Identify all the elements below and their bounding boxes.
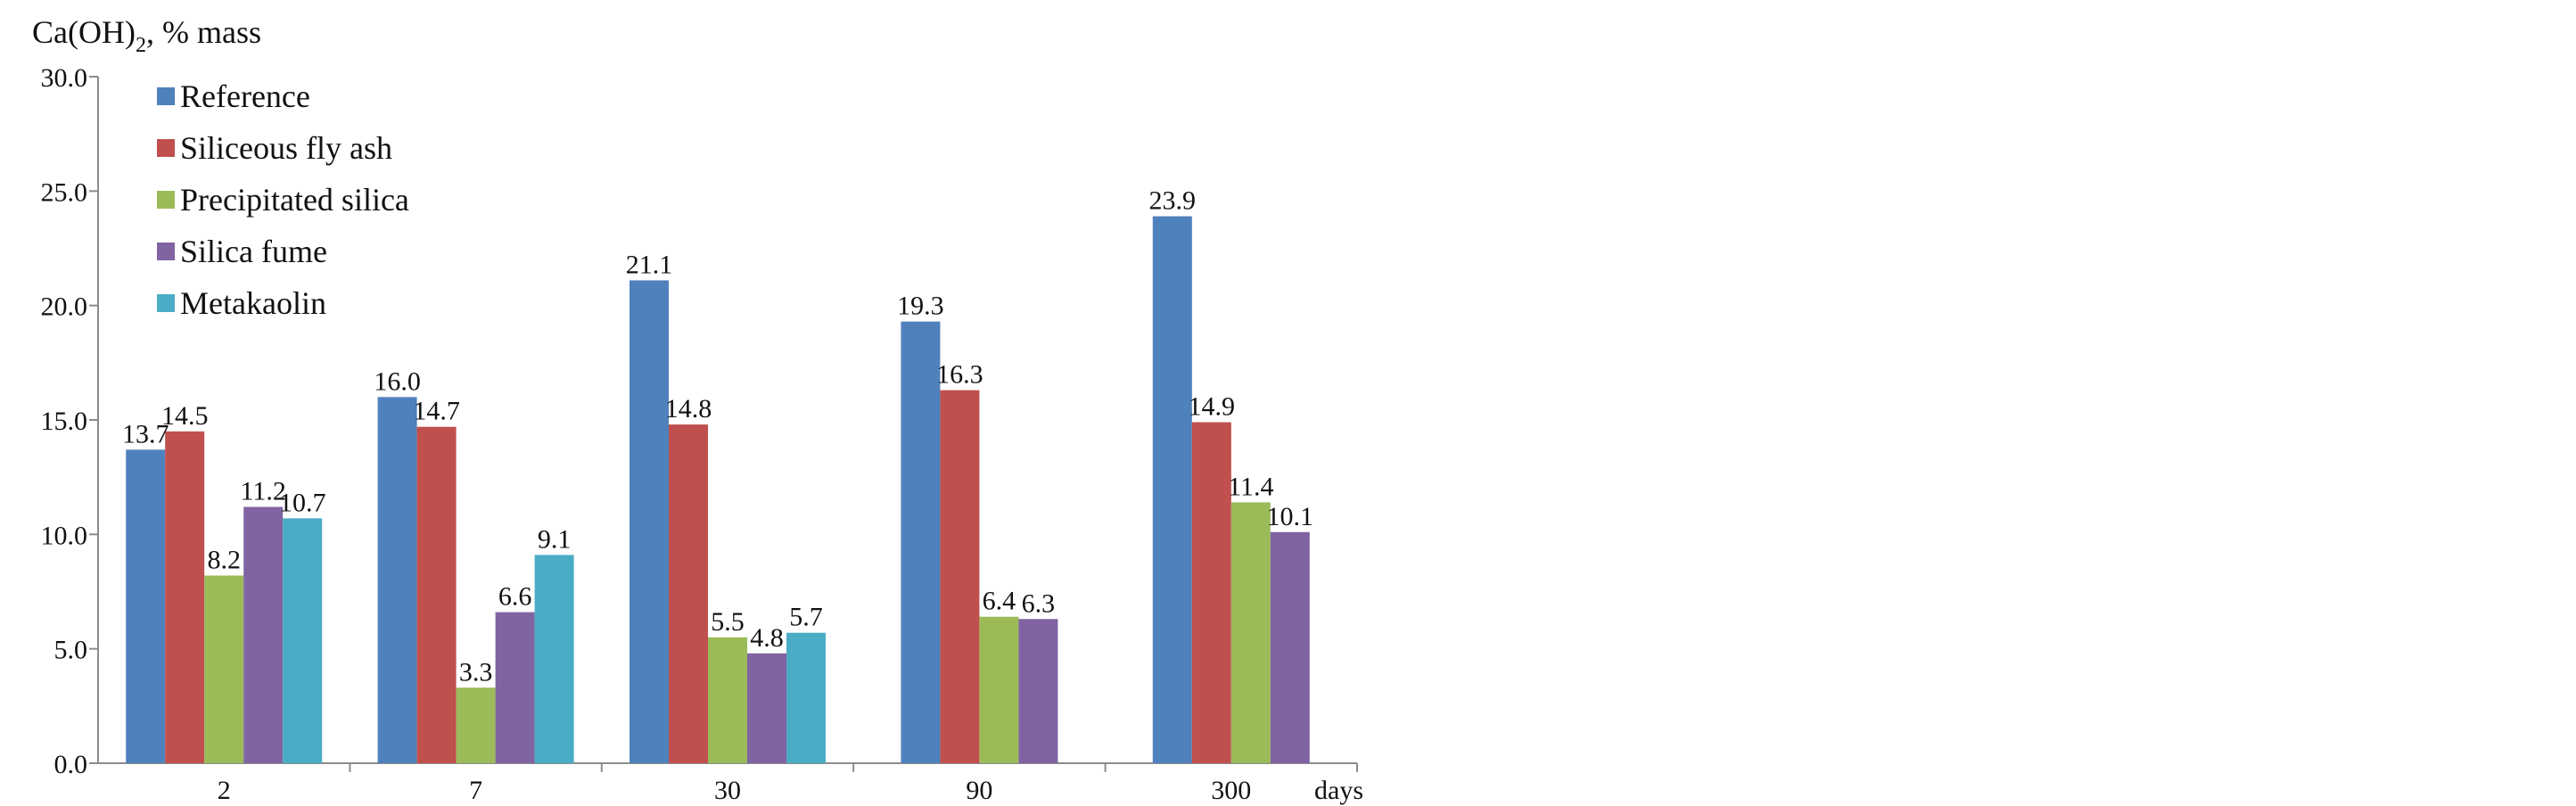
bar-value-label: 13.7 [122, 419, 169, 448]
y-axis-title-rest: , % mass [146, 14, 261, 50]
bar [416, 426, 457, 763]
legend-swatch [157, 191, 175, 209]
bar-value-label: 4.8 [750, 623, 784, 653]
bar [204, 575, 244, 763]
y-tick-label: 15.0 [41, 407, 88, 436]
bar [283, 518, 323, 763]
bar-value-label: 11.4 [1228, 472, 1273, 501]
legend-swatch [157, 87, 175, 105]
x-category-label: 30 [714, 776, 741, 805]
x-category-label: 300 [1211, 776, 1251, 805]
bar [243, 506, 284, 763]
y-tick-label: 25.0 [41, 177, 88, 207]
legend-swatch [157, 243, 175, 260]
legend-label: Reference [180, 78, 310, 114]
bar [901, 321, 941, 763]
bar-value-label: 14.8 [665, 394, 712, 424]
bar-value-label: 6.4 [983, 587, 1016, 616]
bar [534, 555, 574, 763]
bar [1270, 531, 1310, 763]
legend-swatch [157, 294, 175, 312]
bar [456, 687, 496, 763]
x-axis-unit-label: days [1314, 776, 1363, 805]
legend-label: Metakaolin [180, 285, 326, 321]
bar [708, 637, 747, 763]
legend-swatch [157, 139, 175, 157]
y-tick-label: 30.0 [41, 63, 88, 93]
bar-value-label: 16.0 [374, 366, 421, 396]
bar [786, 632, 826, 763]
bar-value-label: 14.7 [413, 397, 460, 426]
svg-text:Ca(OH)2, % mass: Ca(OH)2, % mass [32, 14, 261, 57]
bar [979, 616, 1019, 763]
bar [1230, 502, 1271, 763]
bars [126, 216, 1310, 764]
bar-value-label: 11.2 [241, 477, 286, 506]
bar-value-label: 3.3 [459, 657, 493, 687]
x-category-label: 2 [218, 776, 231, 805]
y-tick-label: 20.0 [41, 292, 88, 322]
bar [1152, 216, 1192, 764]
bar-value-label: 21.1 [626, 250, 673, 279]
bar [1191, 422, 1231, 763]
legend: Reference Siliceous fly ash Precipitated s… [157, 78, 409, 321]
data-labels: 13.714.5 8.2 11.210.7 16.014.7 3.3 6.69.1 21.1… [122, 186, 1313, 687]
bar-value-label: 23.9 [1149, 186, 1197, 216]
y-tick-label: 10.0 [41, 521, 88, 550]
x-category-label: 90 [966, 776, 992, 805]
bar-value-label: 16.3 [936, 360, 983, 390]
bar-value-label: 9.1 [538, 524, 572, 554]
legend-label: Silica fume [180, 234, 327, 269]
bar-value-label: 10.7 [279, 488, 326, 517]
y-axis-title-subscript: 2 [136, 34, 146, 57]
bar [747, 653, 786, 763]
bar [165, 431, 205, 763]
y-tick-label: 5.0 [54, 636, 88, 665]
bar [669, 424, 708, 763]
x-axis: 2 7 30 90 300 [98, 762, 1358, 805]
bar [630, 280, 669, 763]
y-axis-title-main: Ca(OH) [32, 14, 136, 50]
legend-label: Siliceous fly ash [180, 130, 392, 166]
y-axis-title: Ca(OH)2, % mass [32, 14, 261, 57]
bar [495, 612, 535, 763]
y-tick-label: 0.0 [54, 750, 88, 779]
bar-value-label: 6.3 [1022, 588, 1056, 618]
bar-value-label: 14.5 [161, 401, 209, 431]
bar [126, 449, 166, 763]
bar-value-label: 5.5 [711, 607, 745, 637]
bar-value-label: 8.2 [207, 546, 241, 575]
bar [1018, 619, 1058, 763]
bar-value-label: 6.6 [498, 582, 532, 612]
bar-value-label: 14.9 [1189, 392, 1236, 422]
bar [940, 390, 980, 763]
bar [377, 397, 417, 763]
x-category-label: 7 [469, 776, 482, 805]
bar-value-label: 19.3 [897, 292, 944, 321]
bar-value-label: 5.7 [789, 603, 823, 632]
bar-value-label: 10.1 [1267, 502, 1314, 531]
legend-label: Precipitated silica [180, 182, 409, 218]
y-axis: 0.0 5.0 10.0 15.0 20.0 25.0 30.0 [41, 63, 99, 779]
